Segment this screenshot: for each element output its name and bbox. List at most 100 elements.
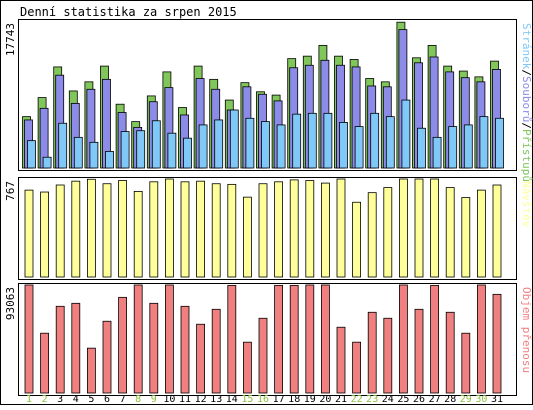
- bar-visits: [492, 184, 502, 278]
- x-tick-label: 16: [257, 394, 269, 405]
- bar-stranek: [417, 127, 426, 169]
- bar-volume: [352, 341, 362, 394]
- x-tick-label: 30: [475, 394, 487, 405]
- x-tick-label: 11: [179, 394, 191, 405]
- bar-stranek: [58, 122, 68, 169]
- bar-stranek: [292, 113, 302, 169]
- bar-volume: [71, 302, 81, 394]
- bar-stranek: [261, 121, 270, 169]
- legend-entry: Stránek: [520, 23, 533, 70]
- bar-volume: [367, 311, 377, 394]
- x-tick-label: 18: [288, 394, 300, 405]
- bar-visits: [71, 180, 81, 278]
- x-tick-label: 19: [304, 394, 316, 405]
- bar-volume: [274, 284, 284, 394]
- bar-volume: [461, 332, 471, 394]
- bar-stranek: [276, 124, 286, 169]
- bar-visits: [445, 187, 455, 278]
- bar-volume: [149, 302, 159, 394]
- legend-entry: Objem přenosu: [520, 287, 533, 373]
- legend-entry: Souborů: [520, 76, 533, 122]
- y-axis-max-label: 17743: [4, 23, 17, 56]
- bar-visits: [461, 197, 471, 278]
- bar-visits: [274, 181, 284, 278]
- bar-visits: [242, 196, 252, 278]
- bar-volume: [87, 347, 96, 394]
- bar-stranek: [401, 99, 411, 169]
- bar-stranek: [385, 116, 395, 169]
- bar-stranek: [370, 112, 380, 169]
- x-axis-day-labels: 1 2 3 4 5 6 7 8 9 10 11 12 13 14 15 16 17 18 19 20 21 22 23 24 2…: [26, 394, 503, 405]
- x-tick-label: 27: [429, 394, 441, 405]
- bar-volume: [445, 311, 455, 394]
- bar-volume: [55, 305, 65, 394]
- x-tick-label: 17: [273, 394, 285, 405]
- x-tick-label: 25: [397, 394, 409, 405]
- legend-entry: /: [520, 69, 533, 76]
- bar-stranek: [479, 116, 489, 169]
- legend-entry: Návštěv: [520, 181, 533, 228]
- bar-visits: [320, 182, 330, 278]
- bar-visits: [211, 183, 221, 278]
- bar-stranek: [214, 119, 224, 169]
- bar-visits: [87, 178, 96, 278]
- x-tick-label: 31: [491, 394, 503, 405]
- bar-stranek: [167, 132, 177, 169]
- bar-visits: [227, 183, 237, 278]
- x-tick-label: 23: [366, 394, 378, 405]
- bar-visits: [118, 180, 127, 278]
- bar-volume: [164, 284, 174, 394]
- bar-volume: [118, 296, 127, 394]
- chart-title: Denní statistika za srpen 2015: [20, 5, 237, 19]
- bar-stranek: [245, 117, 255, 169]
- bar-stranek: [183, 137, 192, 169]
- x-tick-label: 3: [57, 394, 63, 405]
- x-tick-label: 26: [413, 394, 425, 405]
- bar-volume: [320, 284, 330, 394]
- chart-panel-visits: 767 Návštěv: [4, 177, 533, 280]
- bar-stranek: [448, 126, 458, 169]
- bar-volume: [40, 332, 49, 394]
- bar-stranek: [105, 151, 114, 169]
- y-axis-max-label: 93063: [4, 287, 17, 320]
- legend-entry: Přístupů: [520, 129, 533, 182]
- x-tick-label: 10: [163, 394, 175, 405]
- bar-visits: [180, 181, 190, 278]
- bar-volume: [336, 326, 346, 394]
- x-tick-label: 6: [104, 394, 110, 405]
- bar-volume: [196, 323, 206, 394]
- bar-volume: [258, 317, 268, 394]
- bar-stranek: [151, 120, 161, 169]
- x-tick-label: 2: [42, 394, 48, 405]
- legend-visits: Návštěv: [520, 181, 533, 228]
- bar-visits: [55, 184, 65, 278]
- y-axis-max-label: 767: [4, 181, 17, 201]
- bar-volume: [242, 341, 252, 394]
- bar-visits: [352, 201, 362, 278]
- x-tick-label: 24: [382, 394, 394, 405]
- x-tick-label: 21: [335, 394, 347, 405]
- bar-stranek: [89, 141, 99, 169]
- bar-stranek: [323, 112, 333, 169]
- bar-visits: [40, 191, 49, 278]
- x-tick-label: 20: [319, 394, 331, 405]
- bar-volume: [133, 284, 143, 394]
- legend-entry: /: [520, 122, 533, 129]
- x-tick-label: 7: [120, 394, 126, 405]
- bar-visits: [476, 189, 486, 278]
- x-tick-label: 14: [226, 394, 238, 405]
- x-tick-label: 8: [135, 394, 141, 405]
- bar-stranek: [120, 131, 130, 169]
- x-tick-label: 13: [210, 394, 222, 405]
- x-tick-label: 15: [241, 394, 253, 405]
- bar-visits: [367, 192, 377, 278]
- bar-volume: [180, 305, 190, 394]
- bar-stranek: [136, 130, 146, 169]
- bar-visits: [196, 180, 206, 278]
- bar-volume: [102, 320, 112, 394]
- bar-stranek: [198, 124, 208, 169]
- bar-stranek: [432, 136, 442, 169]
